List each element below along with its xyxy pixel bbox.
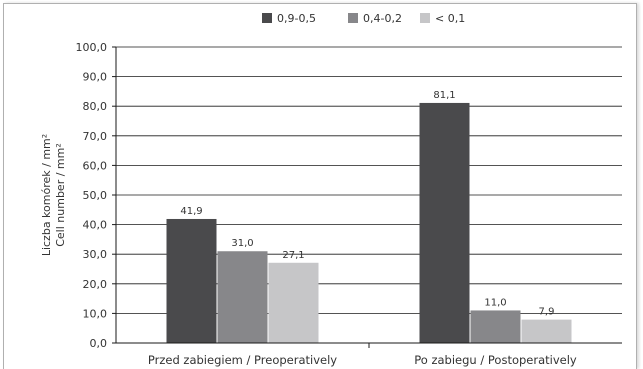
y-axis-title-line-0: Liczba komórek / mm²	[40, 134, 53, 256]
x-category-label-1: Po zabiegu / Postoperatively	[414, 353, 577, 367]
legend-label-1: 0,4-0,2	[363, 12, 402, 25]
legend-swatch-1	[348, 13, 358, 23]
data-label-1-1: 11,0	[484, 297, 506, 308]
bar-1-2	[521, 319, 572, 343]
legend-swatch-2	[420, 13, 430, 23]
y-axis-title-line-1: Cell number / mm²	[54, 143, 67, 247]
y-tick-label-3: 30,0	[83, 248, 108, 261]
y-tick-label-6: 60,0	[83, 159, 108, 172]
bar-1-1	[470, 310, 521, 343]
legend: 0,9-0,5 0,4-0,2 < 0,1	[262, 12, 465, 25]
bars	[166, 102, 572, 343]
bar-0-2	[268, 262, 319, 343]
y-tick-label-4: 40,0	[83, 219, 108, 232]
bar-0-0	[166, 218, 217, 343]
axes	[112, 46, 622, 348]
y-tick-label-5: 50,0	[83, 189, 108, 202]
y-tick-label-0: 0,0	[90, 337, 108, 350]
legend-label-2: < 0,1	[435, 12, 465, 25]
y-tick-label-10: 100,0	[76, 41, 108, 54]
y-tick-label-1: 10,0	[83, 307, 108, 320]
y-tick-label-9: 90,0	[83, 71, 108, 84]
data-label-0-0: 41,9	[180, 206, 202, 217]
bar-0-1	[217, 251, 268, 343]
chart-frame	[3, 3, 637, 369]
data-label-0-1: 31,0	[231, 238, 253, 249]
data-label-0-2: 27,1	[282, 250, 304, 261]
y-tick-label-8: 80,0	[83, 100, 108, 113]
data-label-1-2: 7,9	[539, 307, 555, 318]
legend-label-0: 0,9-0,5	[277, 12, 316, 25]
labels: 0,0 10,0 20,0 30,0 40,0 50,0 60,0 70,0 80,0 90,0 1…	[40, 41, 577, 367]
y-tick-label-2: 20,0	[83, 278, 108, 291]
x-category-label-0: Przed zabiegiem / Preoperatively	[148, 353, 337, 367]
data-label-1-0: 81,1	[433, 90, 455, 101]
bar-1-0	[419, 102, 470, 343]
legend-swatch-0	[262, 13, 272, 23]
y-tick-label-7: 70,0	[83, 130, 108, 143]
